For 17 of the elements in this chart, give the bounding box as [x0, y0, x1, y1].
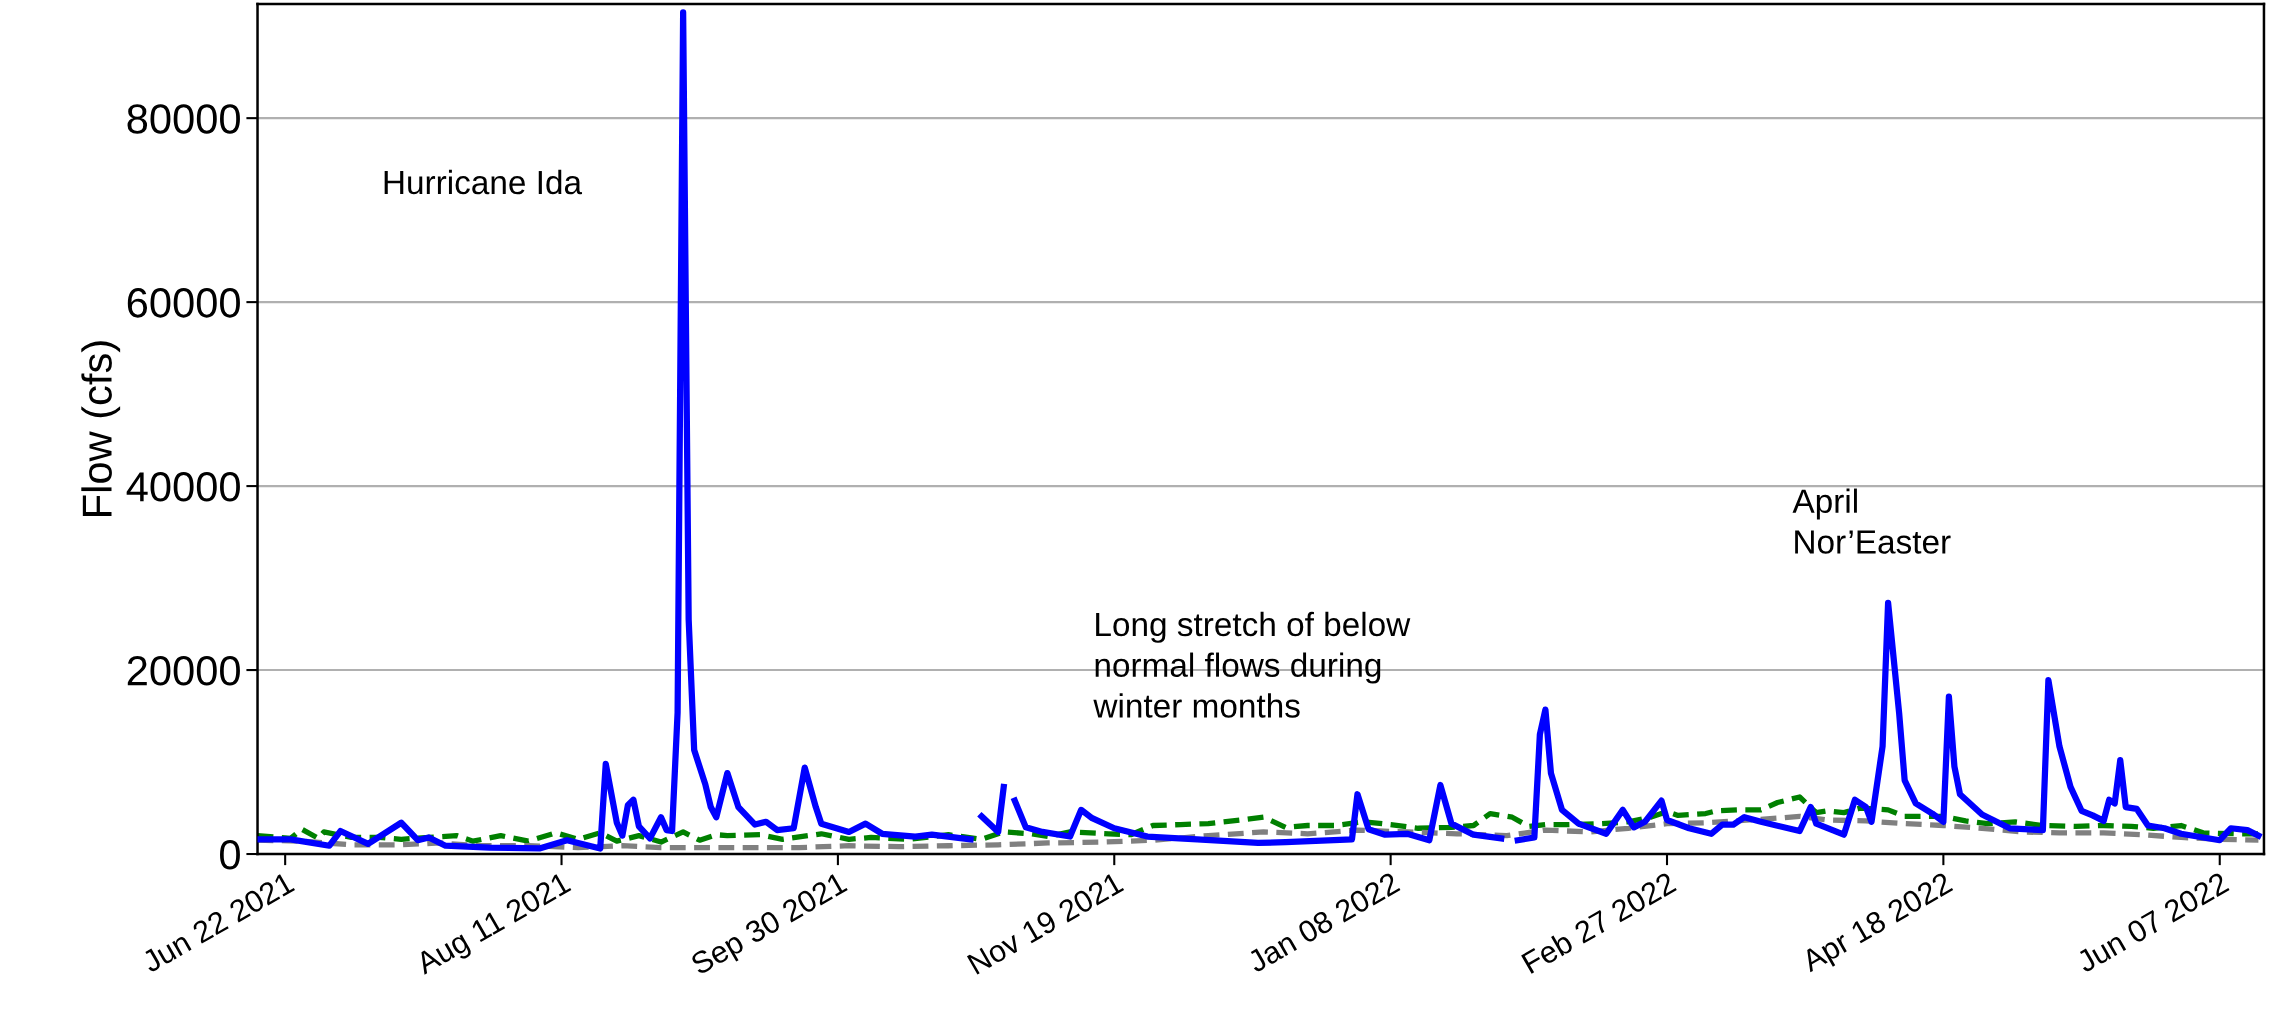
y-axis-title: Flow (cfs)	[81, 341, 121, 516]
x-tick-label: Aug 11 2021	[413, 871, 575, 981]
x-tick-label: Sep 30 2021	[689, 871, 851, 981]
y-tick-label: 40000	[126, 472, 240, 502]
annotation: Hurricane Ida	[384, 169, 583, 195]
y-tick-label: 20000	[127, 656, 240, 686]
x-tick-label: Apr 18 2022	[1799, 871, 1957, 978]
x-tick-label: Jan 08 2022	[1245, 871, 1401, 974]
y-tick-label: 80000	[127, 104, 240, 134]
x-tick-label: Jun 07 2022	[2074, 871, 2230, 974]
y-tick-label: 0	[220, 840, 240, 870]
x-tick-label: Nov 19 2021	[966, 871, 1125, 975]
x-tick-label: Feb 27 2022	[1520, 870, 1677, 974]
x-tick-label: Jun 22 2021	[140, 871, 296, 974]
annotation: Long stretch of below normal flows during winter months	[1093, 611, 1411, 718]
y-tick-label: 60000	[127, 288, 240, 318]
annotation: April Nor’Easter	[1792, 488, 1951, 554]
